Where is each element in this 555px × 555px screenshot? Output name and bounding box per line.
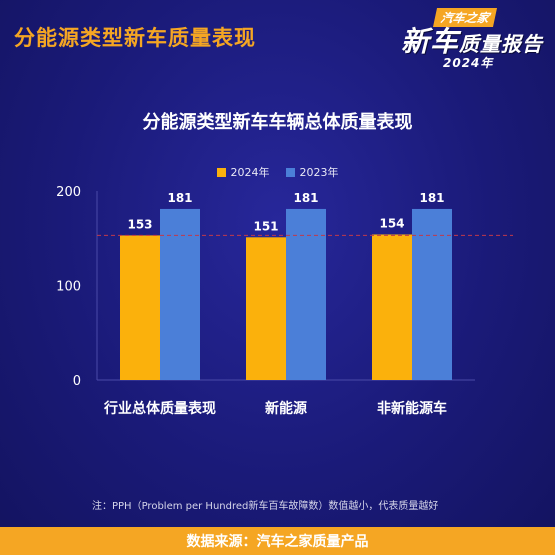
- chart-legend: 2024年 2023年: [0, 164, 555, 180]
- x-tick-label: 新能源: [265, 400, 307, 417]
- legend-item-2023: 2023年: [285, 164, 339, 180]
- legend-item-2024: 2024年: [216, 164, 270, 180]
- bar-value-label: 154: [379, 216, 404, 230]
- logo-main: 新车: [401, 25, 460, 58]
- x-tick-label: 行业总体质量表现: [103, 400, 216, 417]
- logo-sub: 质量报告: [459, 32, 544, 56]
- data-source-banner: 数据来源：汽车之家质量产品: [0, 527, 555, 555]
- y-tick-label: 200: [56, 185, 81, 200]
- bar-value-label: 181: [293, 191, 318, 205]
- y-tick-label: 100: [56, 280, 81, 295]
- bar-2023: [412, 208, 452, 380]
- y-tick-label: 0: [73, 374, 81, 389]
- logo-main-text: 新车质量报告: [401, 20, 543, 60]
- bar-2024: [372, 234, 412, 380]
- bar-value-label: 151: [253, 219, 278, 233]
- bar-2024: [246, 237, 286, 380]
- legend-label-2024: 2024年: [230, 166, 270, 179]
- footnote: 注：PPH（Problem per Hundred新车百车故障数）数值越小，代表…: [92, 501, 439, 512]
- chart-title: 分能源类型新车车辆总体质量表现: [142, 112, 413, 133]
- legend-swatch-2023: [285, 167, 295, 177]
- x-tick-label: 非新能源车: [377, 400, 447, 417]
- bar-value-label: 181: [167, 191, 192, 205]
- bar-2024: [120, 235, 160, 380]
- autohome-report-logo: 汽车之家 新车质量报告 2024年: [393, 6, 543, 70]
- bar-value-label: 153: [127, 217, 152, 231]
- legend-label-2023: 2023年: [299, 166, 339, 179]
- bar-value-label: 181: [419, 191, 444, 205]
- page-title: 分能源类型新车质量表现: [14, 26, 256, 50]
- bar-2023: [160, 208, 200, 380]
- bar-2023: [286, 208, 326, 380]
- logo-year: 2024年: [443, 56, 494, 70]
- legend-swatch-2024: [216, 167, 226, 177]
